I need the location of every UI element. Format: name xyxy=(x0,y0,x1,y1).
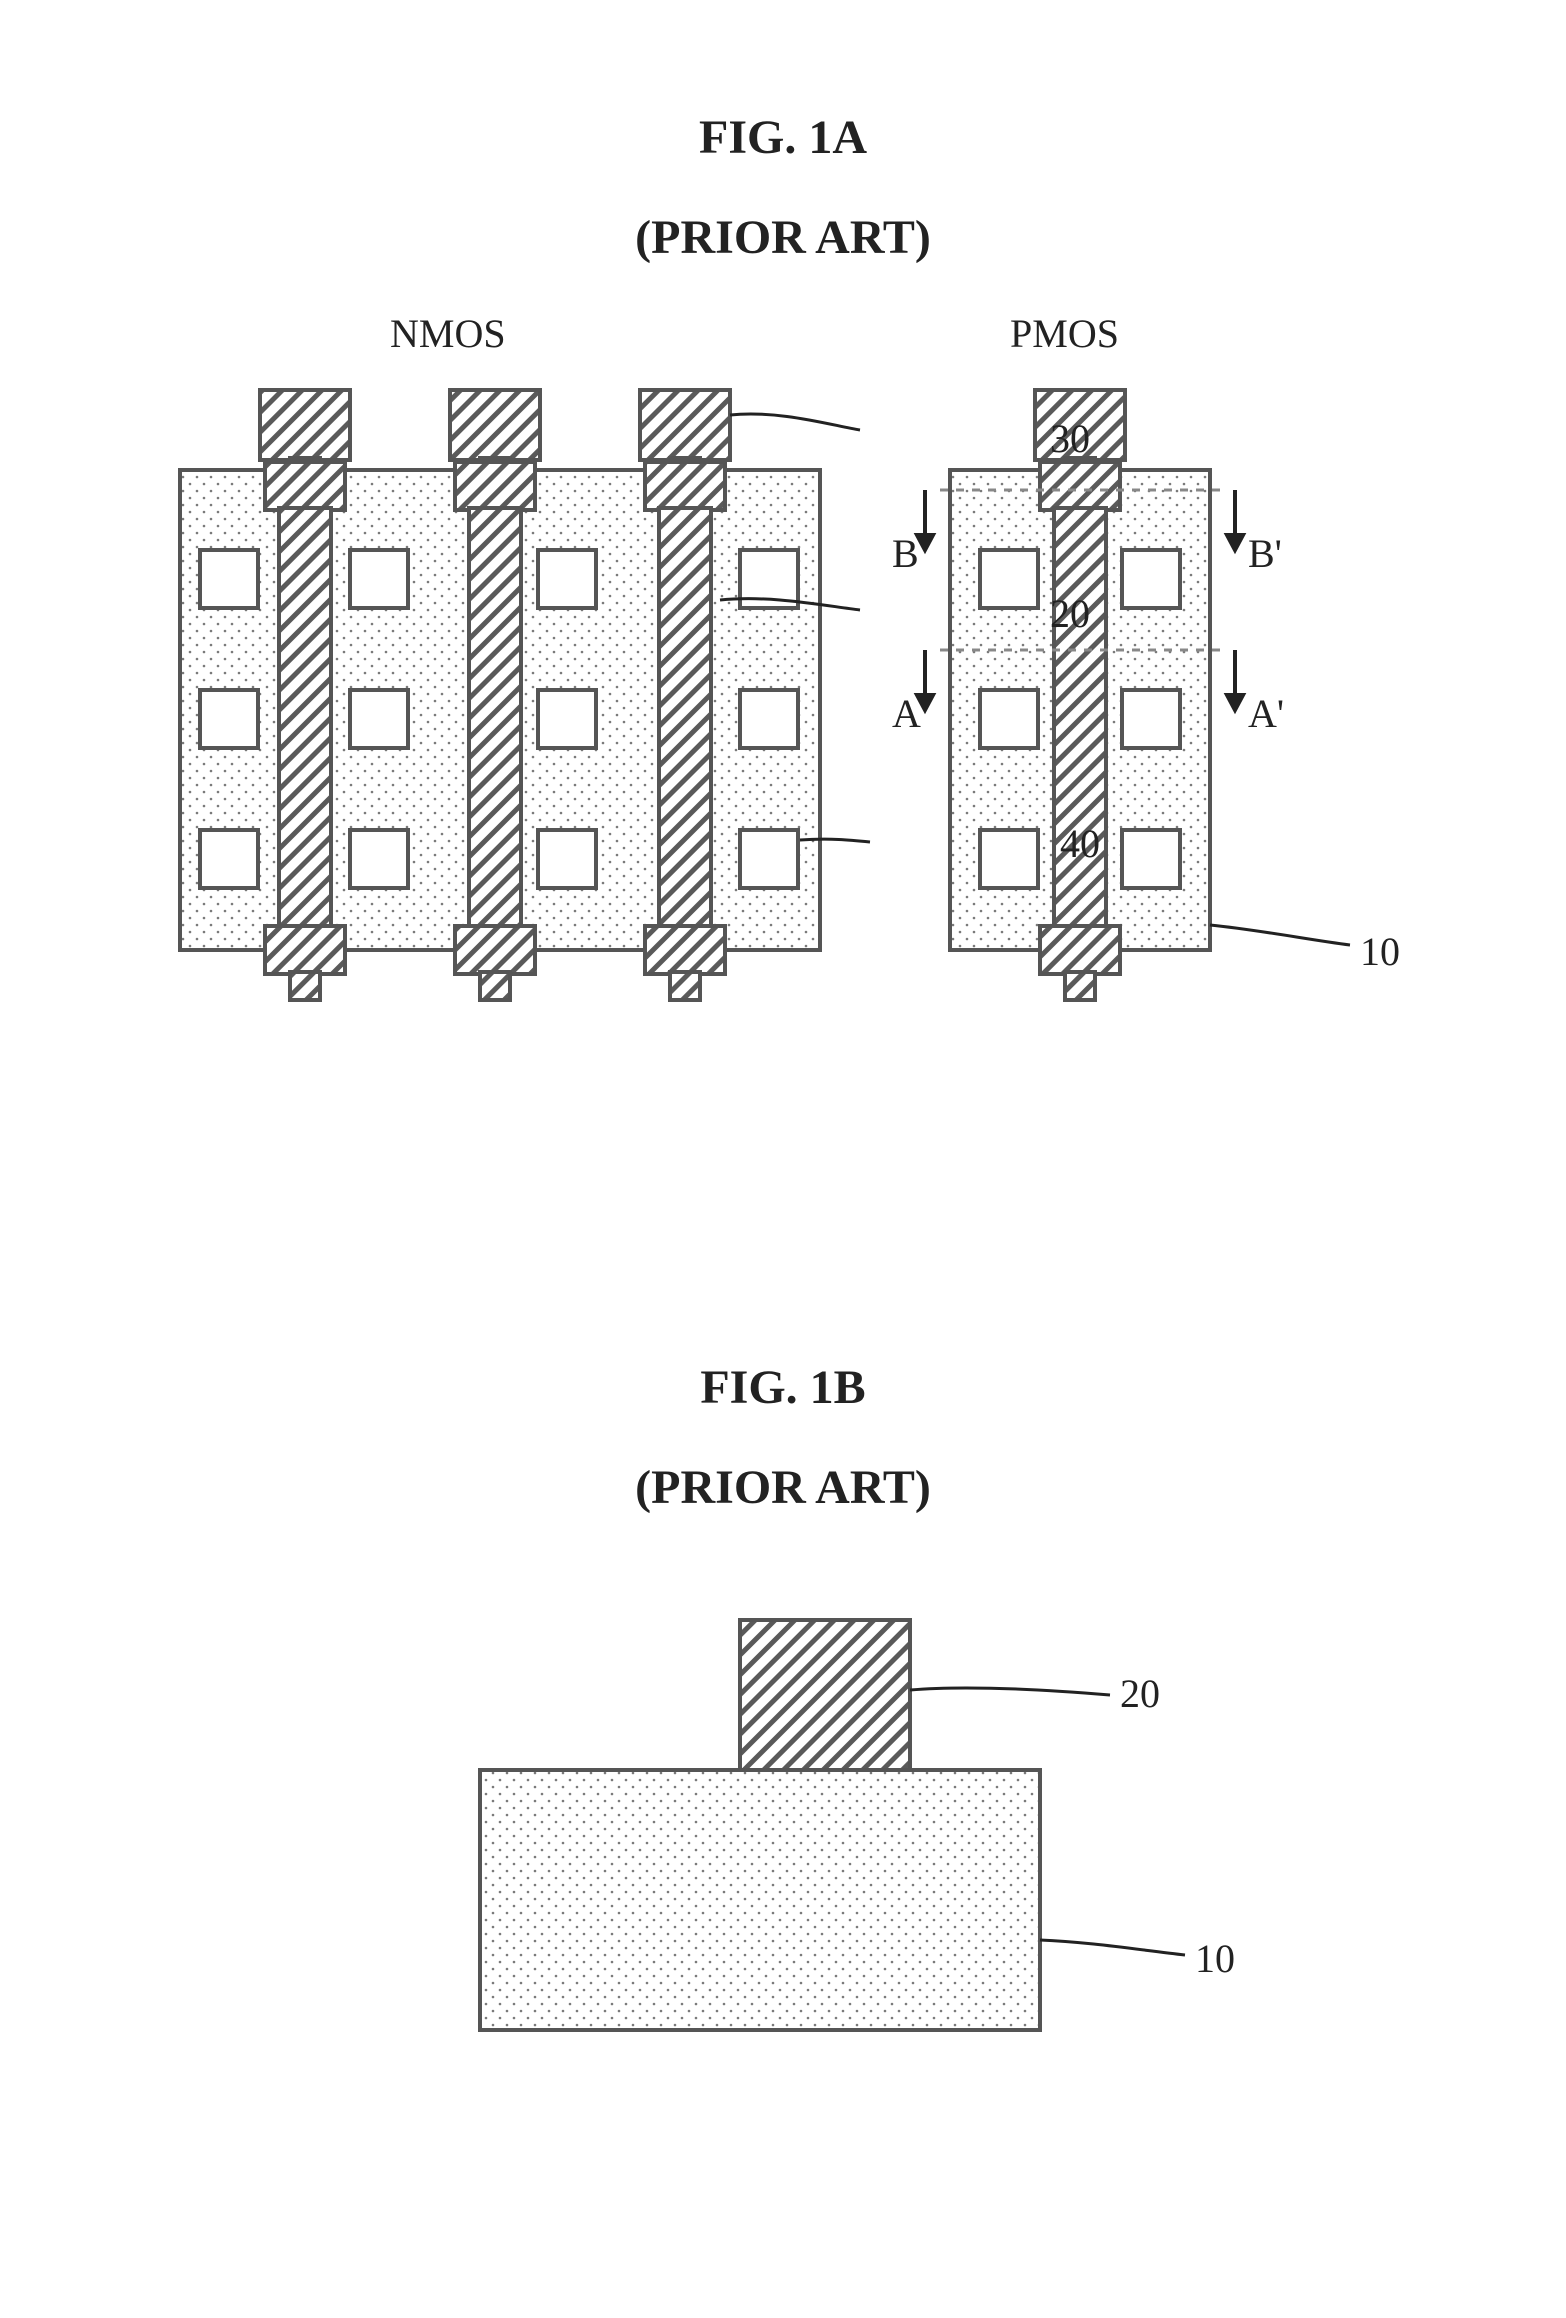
fig1a-svg xyxy=(0,370,1566,1170)
fig1a-subtitle: (PRIOR ART) xyxy=(0,210,1566,265)
section-Bprime: B' xyxy=(1248,530,1282,577)
pmos-group xyxy=(917,390,1243,1000)
section-A: A xyxy=(892,690,921,737)
nmos-label: NMOS xyxy=(390,310,506,357)
nmos-gates xyxy=(260,390,730,1000)
section-B: B xyxy=(892,530,919,577)
fig1b-callout-10: 10 xyxy=(1195,1935,1235,1982)
callout-40: 40 xyxy=(1060,820,1100,867)
callout-10: 10 xyxy=(1360,928,1400,975)
page: FIG. 1A (PRIOR ART) NMOS PMOS xyxy=(0,0,1566,2318)
fig1b-callout-20: 20 xyxy=(1120,1670,1160,1717)
fig1b-title: FIG. 1B xyxy=(0,1360,1566,1415)
callout-30: 30 xyxy=(1050,415,1090,462)
fig1b-gate xyxy=(740,1620,910,1770)
fig1a-title: FIG. 1A xyxy=(0,110,1566,165)
fig1b-subtitle: (PRIOR ART) xyxy=(0,1460,1566,1515)
section-Aprime: A' xyxy=(1248,690,1284,737)
fig1b-substrate xyxy=(480,1770,1040,2030)
pmos-label: PMOS xyxy=(1010,310,1119,357)
nmos-group xyxy=(180,390,820,1000)
callout-20: 20 xyxy=(1050,590,1090,637)
fig1b-svg xyxy=(0,1560,1566,2160)
